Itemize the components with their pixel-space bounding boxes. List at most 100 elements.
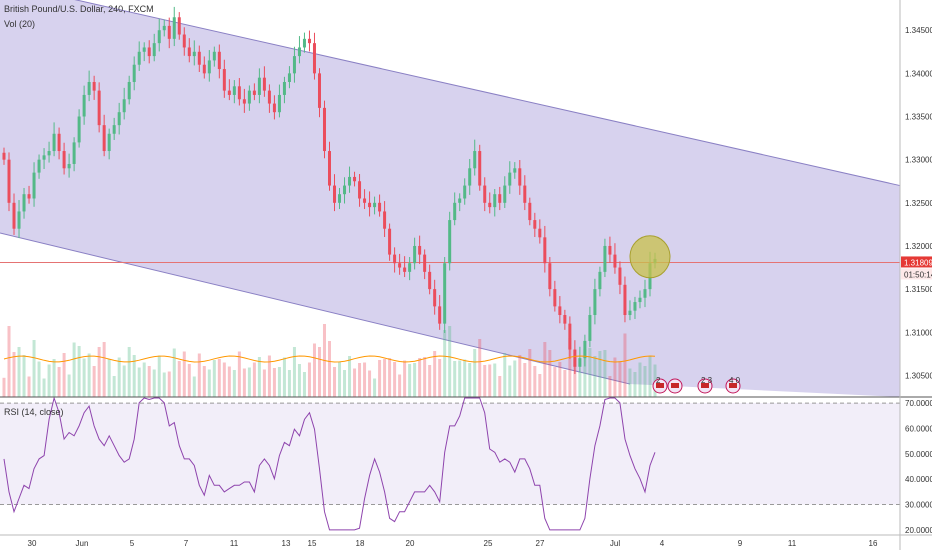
candle-body[interactable]	[458, 198, 462, 203]
candle-body[interactable]	[333, 185, 337, 203]
candle-body[interactable]	[363, 198, 367, 203]
candle-body[interactable]	[297, 47, 301, 57]
candle-body[interactable]	[92, 81, 96, 91]
candle-body[interactable]	[232, 86, 236, 95]
candle-body[interactable]	[443, 263, 447, 324]
candle-body[interactable]	[613, 254, 617, 268]
candle-body[interactable]	[237, 86, 241, 100]
candle-body[interactable]	[97, 90, 101, 126]
event-marker[interactable]: 2 3	[697, 376, 713, 394]
candle-body[interactable]	[47, 151, 51, 156]
candle-body[interactable]	[87, 81, 91, 95]
candle-body[interactable]	[473, 151, 477, 169]
candle-body[interactable]	[528, 202, 532, 221]
candle-body[interactable]	[287, 73, 291, 82]
candle-body[interactable]	[598, 271, 602, 290]
symbol-name[interactable]: British Pound/U.S. Dollar	[4, 4, 104, 14]
rsi-pane[interactable]	[0, 396, 900, 531]
event-marker[interactable]: 4 0	[725, 376, 741, 394]
candle-body[interactable]	[222, 69, 226, 91]
candle-body[interactable]	[488, 202, 492, 208]
candle-body[interactable]	[573, 349, 577, 367]
candle-body[interactable]	[307, 38, 311, 44]
candle-body[interactable]	[498, 194, 502, 203]
candle-body[interactable]	[27, 194, 31, 199]
candle-body[interactable]	[538, 228, 542, 238]
candle-body[interactable]	[433, 289, 437, 307]
candle-body[interactable]	[348, 176, 352, 186]
candle-body[interactable]	[453, 202, 457, 221]
candle-body[interactable]	[127, 81, 131, 100]
candle-body[interactable]	[343, 185, 347, 195]
candle-body[interactable]	[162, 25, 166, 31]
rsi-axis[interactable]: 70.0000 60.0000 50.0000 40.0000 30.0000 20.00…	[905, 399, 932, 535]
rsi-line[interactable]	[3, 396, 656, 531]
candle-body[interactable]	[247, 90, 251, 104]
candle-body[interactable]	[292, 56, 296, 74]
candle-body[interactable]	[533, 220, 537, 229]
candle-body[interactable]	[192, 51, 196, 57]
candle-body[interactable]	[418, 245, 422, 255]
candle-body[interactable]	[197, 51, 201, 65]
candle-body[interactable]	[388, 228, 392, 255]
candle-body[interactable]	[142, 47, 146, 52]
candle-body[interactable]	[187, 47, 191, 57]
candle-body[interactable]	[508, 172, 512, 186]
candle-body[interactable]	[383, 211, 387, 229]
candle-body[interactable]	[353, 176, 357, 182]
candle-body[interactable]	[483, 185, 487, 203]
candle-body[interactable]	[262, 77, 266, 91]
candle-body[interactable]	[17, 211, 21, 229]
candle-body[interactable]	[72, 142, 76, 164]
candle-body[interactable]	[568, 323, 572, 350]
candle-body[interactable]	[107, 133, 111, 152]
candle-body[interactable]	[167, 25, 171, 39]
candle-body[interactable]	[588, 315, 592, 341]
candle-body[interactable]	[122, 99, 126, 113]
volume-study-label[interactable]: Vol (20)	[4, 19, 36, 29]
candle-body[interactable]	[603, 245, 607, 272]
candle-body[interactable]	[523, 185, 527, 203]
candle-body[interactable]	[2, 152, 6, 160]
candle-body[interactable]	[338, 194, 342, 203]
candle-body[interactable]	[322, 107, 326, 152]
candle-body[interactable]	[112, 125, 116, 134]
candle-body[interactable]	[558, 306, 562, 316]
candle-body[interactable]	[217, 51, 221, 70]
candle-body[interactable]	[317, 73, 321, 108]
candle-body[interactable]	[583, 340, 587, 359]
price-pane[interactable]: 2 2 3 4 0	[0, 0, 901, 397]
candle-body[interactable]	[57, 133, 61, 152]
candle-body[interactable]	[548, 263, 552, 290]
candle-body[interactable]	[137, 51, 141, 65]
candle-body[interactable]	[82, 94, 86, 117]
candle-body[interactable]	[373, 202, 377, 208]
candle-body[interactable]	[37, 159, 41, 173]
candle-body[interactable]	[448, 220, 452, 264]
candle-body[interactable]	[177, 17, 181, 35]
candle-body[interactable]	[282, 81, 286, 95]
candle-body[interactable]	[207, 60, 211, 74]
candle-body[interactable]	[42, 155, 46, 160]
candle-body[interactable]	[117, 112, 121, 126]
candle-body[interactable]	[468, 168, 472, 186]
candle-body[interactable]	[202, 64, 206, 74]
candle-body[interactable]	[403, 267, 407, 272]
channel-upper-line[interactable]	[0, 0, 901, 187]
candle-body[interactable]	[413, 245, 417, 264]
candle-body[interactable]	[227, 90, 231, 95]
event-marker[interactable]	[667, 378, 683, 394]
candle-body[interactable]	[608, 245, 612, 255]
event-marker[interactable]: 2	[652, 376, 668, 394]
candle-body[interactable]	[578, 358, 582, 367]
candle-body[interactable]	[463, 185, 467, 199]
candle-body[interactable]	[543, 237, 547, 264]
candle-body[interactable]	[428, 271, 432, 290]
candle-body[interactable]	[172, 17, 176, 39]
candle-body[interactable]	[593, 289, 597, 316]
symbol-title[interactable]: British Pound/U.S. Dollar, 240, FXCM	[4, 4, 154, 14]
current-price-tag[interactable]	[901, 256, 932, 268]
candle-body[interactable]	[393, 254, 397, 264]
candle-body[interactable]	[378, 202, 382, 212]
interval-label[interactable]: 240	[108, 4, 124, 14]
